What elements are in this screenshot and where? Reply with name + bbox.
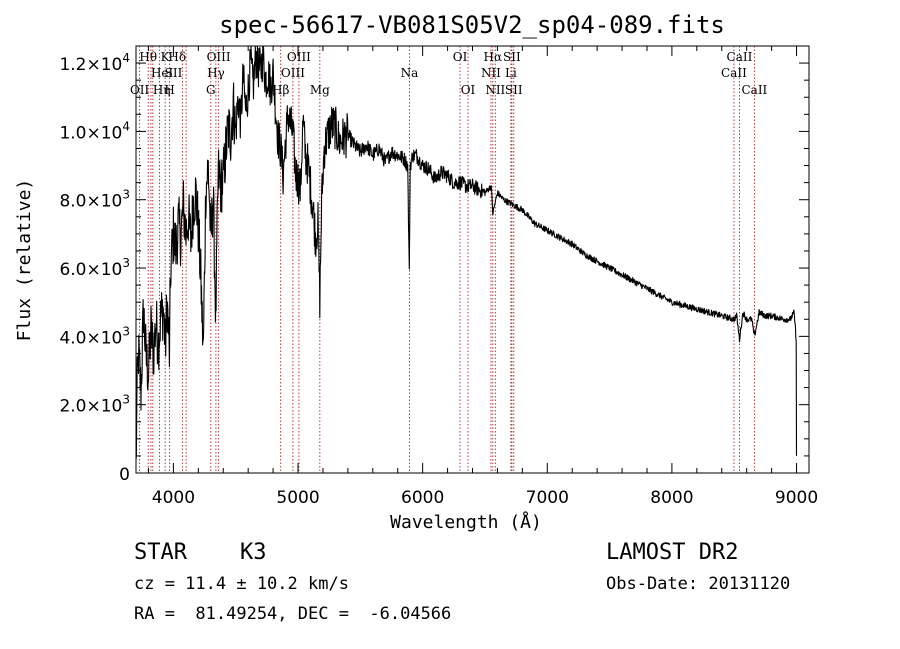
line-label: OIII (207, 50, 231, 64)
line-label: OI (461, 83, 476, 97)
y-tick-exponent: 4 (122, 51, 130, 65)
line-labels: OII Hθ HeI Hη K H SII Hδ G Hγ OIII Hβ OIII OIII Mg Na OI… (130, 50, 768, 97)
line-label: K (161, 50, 171, 64)
x-axis-label: Wavelength (Å) (390, 511, 542, 533)
line-label: Hγ (207, 66, 225, 80)
survey-name: LAMOST DR2 (606, 540, 739, 565)
line-label: Hβ (272, 83, 289, 97)
line-label: Hδ (168, 50, 186, 64)
line-label: G (206, 83, 216, 97)
line-label: Hη (153, 83, 171, 97)
line-label: CaII (721, 66, 747, 80)
line-label: OI (453, 50, 468, 64)
line-label: CaII (741, 83, 767, 97)
y-tick-mantissa: 0 (119, 465, 130, 485)
y-tick-label: 2.0×103 (59, 393, 130, 417)
line-label: NII (481, 66, 501, 80)
y-tick-mantissa: 2.0×10 (59, 397, 122, 417)
y-tick-exponent: 3 (122, 256, 130, 270)
y-tick-exponent: 3 (122, 188, 130, 202)
line-label: Na (401, 66, 419, 80)
y-tick-mantissa: 8.0×10 (59, 192, 122, 212)
object-subclass: K3 (240, 540, 267, 565)
chart-title: spec-56617-VB081S05V2_sp04-089.fits (219, 11, 725, 39)
x-axis: 4000 5000 6000 7000 8000 9000 (147, 46, 818, 508)
line-label: SII (505, 83, 523, 97)
x-tick-label: 4000 (152, 488, 195, 508)
y-tick-label: 6.0×103 (59, 256, 130, 280)
line-markers (139, 46, 755, 473)
x-tick-label: 6000 (401, 488, 444, 508)
y-tick-mantissa: 1.0×10 (59, 123, 122, 143)
line-label: OIII (281, 66, 305, 80)
line-label: OII (130, 83, 150, 97)
x-tick-label: 8000 (650, 488, 693, 508)
y-axis: 02.0×1034.0×1036.0×1038.0×1031.0×1041.2×… (59, 45, 809, 485)
line-label: Mg (310, 83, 330, 97)
y-tick-mantissa: 1.2×10 (59, 55, 122, 75)
line-label: HeI (151, 66, 174, 80)
line-label: CaII (727, 50, 753, 64)
spectrum-series-line (135, 45, 798, 461)
line-label: SII (165, 66, 183, 80)
y-tick-label: 0 (119, 465, 130, 485)
line-label: SII (503, 50, 521, 64)
y-tick-mantissa: 6.0×10 (59, 260, 122, 280)
y-tick-label: 1.2×104 (59, 51, 130, 75)
line-label: Hθ (139, 50, 157, 64)
line-label: Hα (484, 50, 503, 64)
y-tick-exponent: 3 (122, 393, 130, 407)
y-tick-exponent: 4 (122, 119, 130, 133)
y-tick-exponent: 3 (122, 324, 130, 338)
coordinates: RA = 81.49254, DEC = -6.04566 (134, 604, 452, 624)
line-label: OIII (287, 50, 311, 64)
redshift-value: cz = 11.4 ± 10.2 km/s (134, 574, 349, 594)
line-label: Li (505, 66, 517, 80)
y-tick-label: 4.0×103 (59, 324, 130, 348)
obs-date: Obs-Date: 20131120 (606, 574, 791, 594)
line-label: H (164, 83, 174, 97)
y-axis-label: Flux (relative) (14, 179, 35, 342)
x-tick-label: 7000 (526, 488, 569, 508)
x-tick-label: 5000 (276, 488, 319, 508)
y-tick-label: 8.0×103 (59, 188, 130, 212)
x-tick-label: 9000 (775, 488, 818, 508)
y-tick-label: 1.0×104 (59, 119, 130, 143)
y-tick-mantissa: 4.0×10 (59, 328, 122, 348)
object-class: STAR (134, 540, 187, 565)
line-label: NII (485, 83, 505, 97)
